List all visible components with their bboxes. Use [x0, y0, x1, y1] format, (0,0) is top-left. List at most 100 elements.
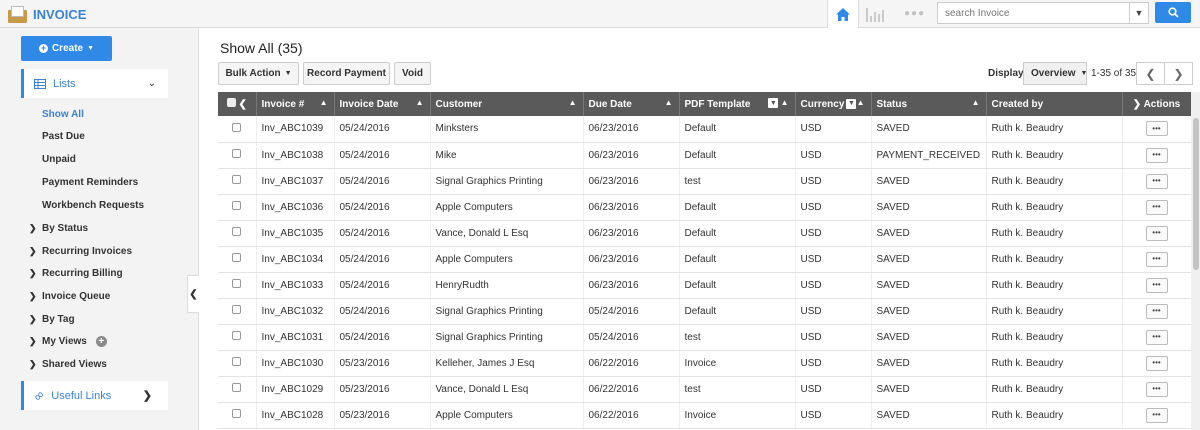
table-row[interactable]: Inv_ABC1037 05/24/2016 Signal Graphics Pri… — [218, 168, 1192, 195]
row-checkbox[interactable] — [232, 227, 242, 236]
col-created-by[interactable]: Created by — [986, 92, 1123, 116]
row-actions-button[interactable]: ••• — [1145, 277, 1168, 293]
home-button[interactable] — [827, 0, 859, 28]
chevron-right-icon[interactable]: ❯ — [1132, 98, 1142, 110]
col-pdf-template[interactable]: PDF Template ▼ ▲ — [679, 92, 796, 116]
scrollbar-thumb[interactable] — [1193, 118, 1199, 270]
record-payment-button[interactable]: Record Payment — [303, 62, 390, 85]
invoice-number-cell[interactable]: Inv_ABC1035 — [256, 220, 335, 247]
row-actions-button[interactable]: ••• — [1145, 329, 1168, 345]
row-actions-button[interactable]: ••• — [1145, 199, 1168, 215]
sidebar-group-by-tag[interactable]: ❯ By Tag — [29, 314, 75, 325]
display-select[interactable]: Overview ▼ — [1023, 62, 1087, 85]
sidebar-group-shared-views[interactable]: ❯ Shared Views — [29, 359, 107, 370]
useful-links-panel[interactable]: ∞ Useful Links ❯ — [21, 381, 168, 410]
row-actions-button[interactable]: ••• — [1145, 121, 1168, 137]
next-page-button[interactable]: ❯ — [1164, 62, 1193, 85]
sidebar-item-show-all[interactable]: Show All — [42, 109, 84, 120]
row-actions-button[interactable]: ••• — [1145, 173, 1168, 189]
prev-page-button[interactable]: ❮ — [1136, 62, 1165, 85]
col-due-date[interactable]: Due Date ▲ — [583, 92, 680, 116]
sidebar-group-recurring-invoices[interactable]: ❯ Recurring Invoices — [29, 246, 132, 257]
void-button[interactable]: Void — [394, 62, 431, 85]
row-checkbox[interactable] — [232, 149, 242, 158]
sidebar-item-past-due[interactable]: Past Due — [42, 131, 85, 142]
table-row[interactable]: Inv_ABC1038 05/24/2016 Mike 06/23/2016 Defau… — [218, 142, 1192, 169]
table-row[interactable]: Inv_ABC1034 05/24/2016 Apple Computers 06/2… — [218, 246, 1192, 273]
chevron-left-icon[interactable]: ❮ — [238, 99, 247, 110]
table-row[interactable]: Inv_ABC1030 05/23/2016 Kelleher, James J E… — [218, 350, 1192, 377]
invoice-number-cell[interactable]: Inv_ABC1038 — [256, 142, 335, 169]
row-actions-cell: ••• — [1122, 142, 1192, 169]
row-checkbox[interactable] — [232, 357, 242, 366]
create-button[interactable]: + Create ▼ — [21, 36, 112, 61]
sidebar-group-by-status[interactable]: ❯ By Status — [29, 223, 88, 234]
col-customer[interactable]: Customer ▲ — [430, 92, 584, 116]
row-checkbox[interactable] — [232, 122, 242, 132]
useful-links-label: Useful Links — [51, 389, 112, 402]
filter-icon[interactable]: ▼ — [846, 98, 857, 109]
sidebar-group-my-views[interactable]: ❯ My Views + — [29, 336, 107, 347]
invoice-number-cell[interactable]: Inv_ABC1037 — [256, 168, 335, 195]
filter-icon[interactable]: ▼ — [768, 98, 779, 108]
bar-chart-icon[interactable] — [866, 6, 884, 22]
invoice-number-cell[interactable]: Inv_ABC1034 — [256, 246, 335, 273]
invoice-number-cell[interactable]: Inv_ABC1028 — [256, 402, 335, 429]
table-row[interactable]: Inv_ABC1028 05/23/2016 Apple Computers 06/2… — [218, 402, 1192, 429]
invoice-number-cell[interactable]: Inv_ABC1031 — [256, 324, 335, 351]
sidebar-item-unpaid[interactable]: Unpaid — [42, 154, 76, 165]
row-checkbox[interactable] — [232, 305, 242, 314]
invoice-number-cell[interactable]: Inv_ABC1039 — [256, 116, 335, 143]
row-checkbox[interactable] — [232, 331, 242, 340]
invoice-number-cell[interactable]: Inv_ABC1036 — [256, 194, 335, 221]
col-currency[interactable]: Currency ▼ ▲ — [795, 92, 872, 116]
chevron-left-icon: ❮ — [1145, 66, 1156, 81]
row-checkbox[interactable] — [232, 279, 242, 288]
col-status[interactable]: Status ▲ — [871, 92, 987, 116]
more-dots-icon[interactable]: ●●● — [904, 8, 926, 19]
sidebar-item-payment-reminders[interactable]: Payment Reminders — [42, 177, 139, 188]
collapse-sidebar-button[interactable]: ❮ — [187, 275, 199, 313]
search-button[interactable] — [1155, 2, 1191, 23]
app-brand[interactable]: INVOICE — [8, 3, 86, 25]
lists-panel-header[interactable]: Lists ⌄ — [21, 69, 168, 98]
search-input[interactable] — [938, 3, 1129, 23]
table-row[interactable]: Inv_ABC1033 05/24/2016 HenryRudth 06/23/201… — [218, 272, 1192, 299]
row-actions-button[interactable]: ••• — [1145, 355, 1168, 371]
sidebar-group-invoice-queue[interactable]: ❯ Invoice Queue — [29, 291, 110, 302]
invoice-number-cell[interactable]: Inv_ABC1029 — [256, 376, 335, 403]
bulk-action-button[interactable]: Bulk Action ▼ — [218, 62, 299, 85]
table-row[interactable]: Inv_ABC1031 05/24/2016 Signal Graphics Pri… — [218, 324, 1192, 351]
table-row[interactable]: Inv_ABC1036 05/24/2016 Apple Computers 06/2… — [218, 194, 1192, 221]
add-view-icon[interactable]: + — [95, 336, 107, 347]
row-actions-button[interactable]: ••• — [1145, 303, 1168, 319]
invoice-number-cell[interactable]: Inv_ABC1032 — [256, 298, 335, 325]
select-all-checkbox[interactable] — [226, 98, 236, 107]
sort-icon: ▼ ▲ — [768, 98, 789, 108]
row-actions-button[interactable]: ••• — [1145, 225, 1168, 241]
pdf-template-cell: Default — [679, 246, 796, 273]
search-dropdown-button[interactable]: ▼ — [1129, 3, 1148, 23]
invoice-number-cell[interactable]: Inv_ABC1030 — [256, 350, 335, 377]
row-actions-button[interactable]: ••• — [1145, 147, 1168, 163]
table-row[interactable]: Inv_ABC1035 05/24/2016 Vance, Donald L Esq… — [218, 220, 1192, 247]
col-invoice-date[interactable]: Invoice Date ▲ — [334, 92, 431, 116]
col-invoice-number[interactable]: Invoice # ▲ — [256, 92, 335, 116]
row-select-cell — [218, 298, 257, 325]
row-checkbox[interactable] — [232, 409, 242, 418]
table-row[interactable]: Inv_ABC1029 05/23/2016 Vance, Donald L Esq… — [218, 376, 1192, 403]
row-actions-button[interactable]: ••• — [1145, 381, 1168, 397]
sort-icon: ▲ — [971, 98, 980, 107]
row-checkbox[interactable] — [232, 201, 242, 210]
row-checkbox[interactable] — [232, 383, 242, 392]
sidebar-item-workbench-requests[interactable]: Workbench Requests — [42, 200, 145, 211]
table-row[interactable]: Inv_ABC1039 05/24/2016 Minksters 06/23/2016… — [218, 116, 1192, 143]
sidebar-group-recurring-billing[interactable]: ❯ Recurring Billing — [29, 268, 123, 279]
row-checkbox[interactable] — [232, 175, 242, 184]
row-actions-button[interactable]: ••• — [1145, 407, 1168, 423]
row-checkbox[interactable] — [232, 253, 242, 262]
row-select-cell — [218, 246, 257, 273]
row-actions-button[interactable]: ••• — [1145, 251, 1168, 267]
invoice-number-cell[interactable]: Inv_ABC1033 — [256, 272, 335, 299]
table-row[interactable]: Inv_ABC1032 05/24/2016 Signal Graphics Pri… — [218, 298, 1192, 325]
